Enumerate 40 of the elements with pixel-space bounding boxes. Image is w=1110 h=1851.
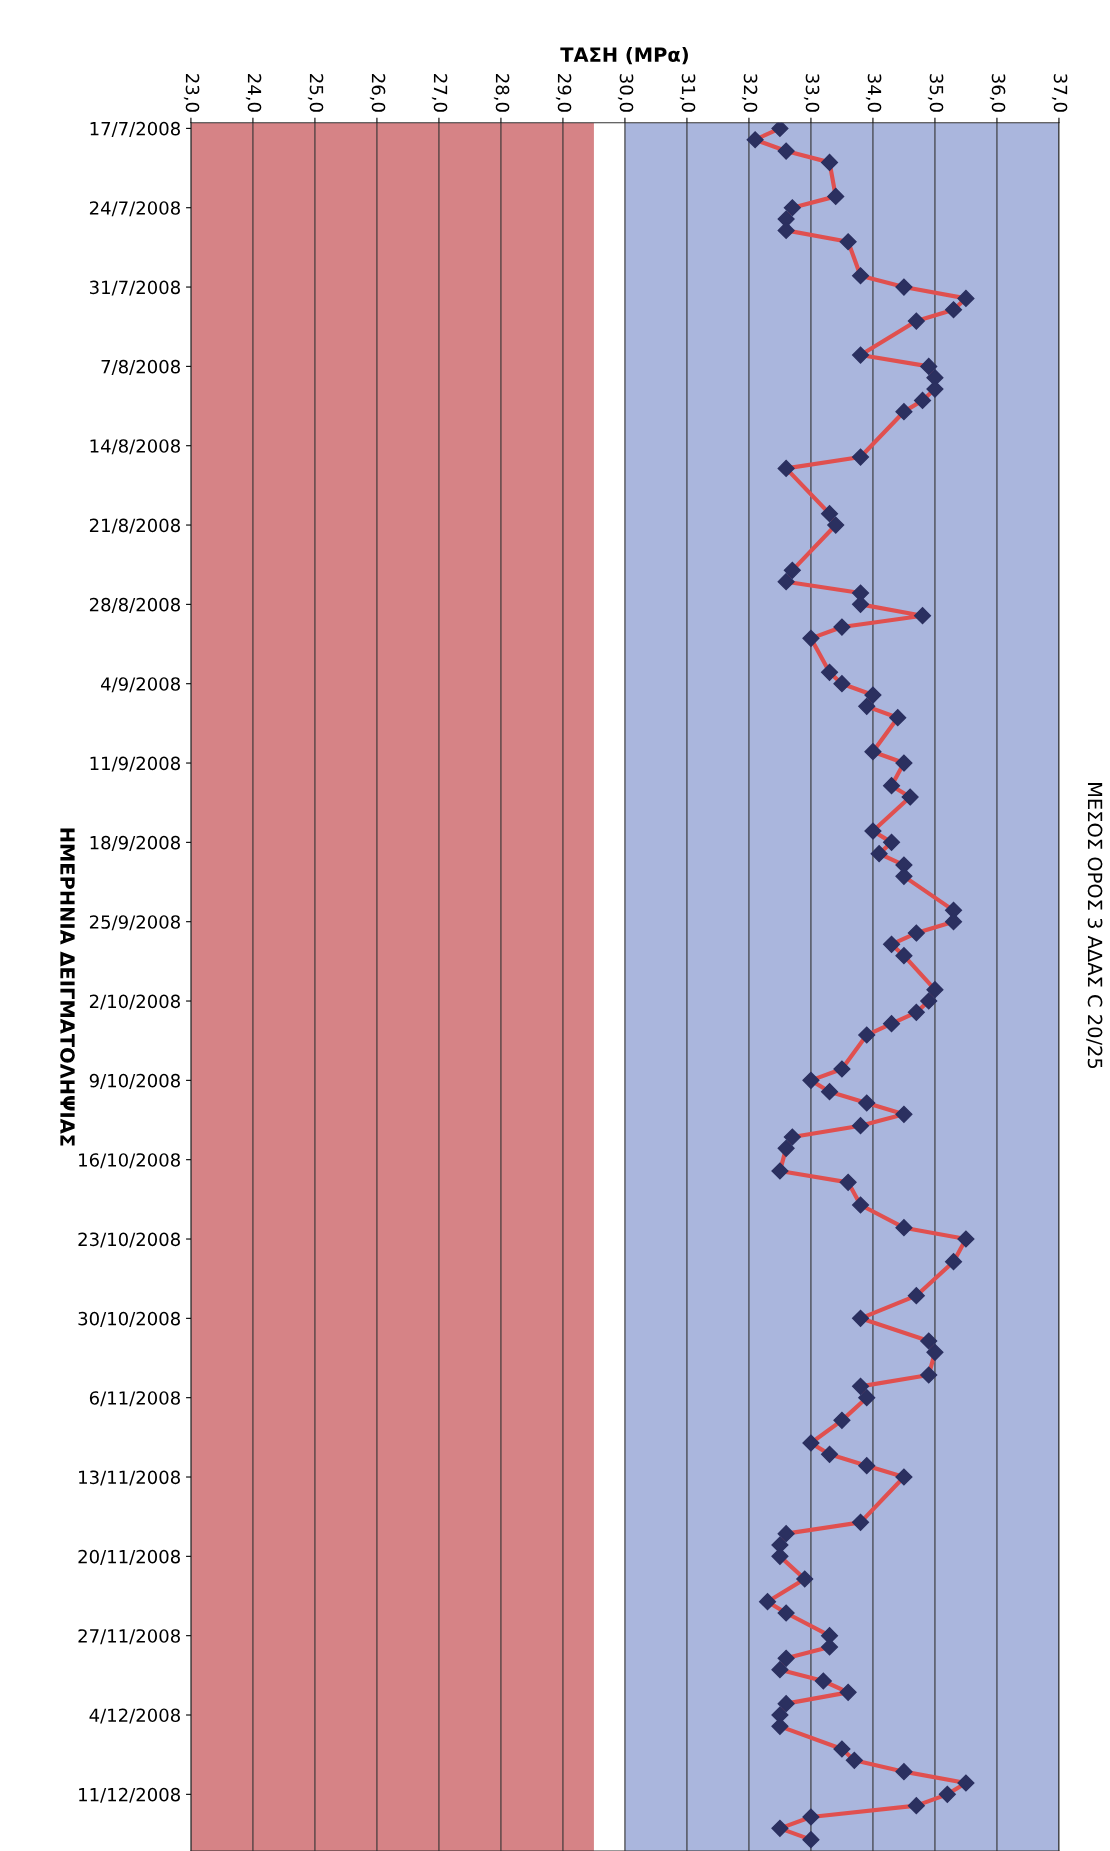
y-tick-label: 4/9/2008 (100, 677, 180, 693)
x-tick-label: 27,0 (431, 74, 448, 112)
x-axis-title: ΤΑΣΗ (ΜΡα) (560, 46, 688, 65)
y-tick-label: 21/8/2008 (89, 518, 180, 534)
x-tick-label: 34,0 (865, 74, 882, 112)
x-tick-label: 29,0 (555, 74, 572, 112)
y-tick-label: 11/12/2008 (79, 1787, 180, 1803)
y-tick-label: 9/10/2008 (89, 1073, 180, 1089)
y-tick-label: 30/10/2008 (78, 1311, 180, 1327)
y-tick-label: 20/11/2008 (78, 1549, 180, 1565)
x-tick-label: 31,0 (679, 74, 696, 112)
x-tick-label: 30,0 (617, 74, 634, 112)
y-tick-label: 31/7/2008 (89, 280, 180, 296)
y-tick-label: 17/7/2008 (90, 121, 180, 137)
y-tick-label: 24/7/2008 (89, 201, 180, 217)
y-tick-label: 7/8/2008 (101, 359, 180, 375)
y-tick-label: 11/9/2008 (90, 756, 180, 772)
y-tick-label: 14/8/2008 (90, 439, 180, 455)
y-tick-label: 28/8/2008 (89, 597, 180, 613)
x-tick-label: 37,0 (1051, 74, 1068, 112)
x-tick-label: 35,0 (927, 74, 944, 112)
x-tick-label: 36,0 (989, 74, 1006, 112)
y-tick-label: 16/10/2008 (79, 1153, 180, 1169)
x-tick-label: 24,0 (245, 74, 262, 112)
x-tick-label: 23,0 (183, 74, 200, 112)
y-tick-label: 2/10/2008 (89, 994, 180, 1010)
x-tick-label: 32,0 (741, 74, 758, 112)
y-tick-label: 18/9/2008 (90, 835, 180, 851)
y-tick-label: 4/12/2008 (89, 1708, 180, 1724)
y-tick-label: 13/11/2008 (79, 1470, 180, 1486)
text: ΜΕΣΟΣ ΟΡΟΣ 3 ΑΔΑΣ C 20/25 (1086, 783, 1103, 1069)
x-tick-label: 28,0 (493, 74, 510, 112)
x-tick-label: 26,0 (369, 74, 386, 112)
y-tick-label: 25/9/2008 (89, 915, 180, 931)
y-axis-title: ΗΜΕΡΗΝΙΑ ΔΕΙΓΜΑΤΟΛΗΨΙΑΣ (60, 828, 75, 1146)
x-tick-label: 25,0 (307, 74, 324, 112)
y-tick-label: 27/11/2008 (78, 1629, 180, 1645)
x-tick-label: 33,0 (803, 74, 820, 112)
y-tick-label: 6/11/2008 (89, 1391, 180, 1407)
y-tick-label: 23/10/2008 (78, 1232, 180, 1248)
